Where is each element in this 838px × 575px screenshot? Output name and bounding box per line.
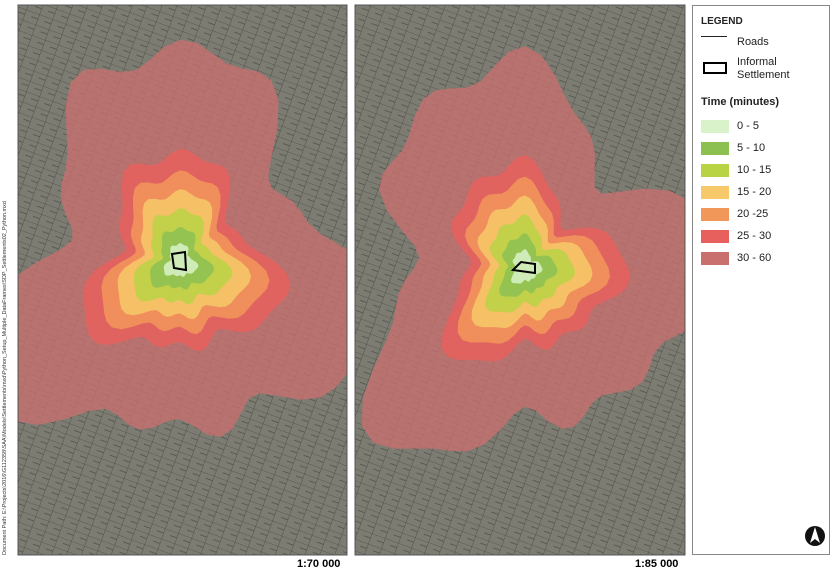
legend-swatch — [701, 252, 729, 265]
legend-roads — [701, 36, 727, 37]
legend-label: 0 - 5 — [737, 120, 760, 132]
scale-label: 1:70 000 — [297, 558, 341, 570]
legend-swatch — [701, 230, 729, 243]
informal-settlement — [170, 250, 188, 272]
map-frame — [17, 4, 348, 556]
legend-label: 5 - 10 — [737, 142, 766, 154]
legend-label: 10 - 15 — [737, 164, 772, 176]
legend-swatch — [701, 208, 729, 221]
travel-time-zone — [511, 249, 543, 284]
road-symbol — [701, 36, 727, 37]
legend-label: 20 -25 — [737, 208, 769, 220]
map-right — [355, 5, 685, 555]
legend-label: 25 - 30 — [737, 230, 772, 242]
informal-settlement — [510, 260, 536, 275]
legend-label: Informal Settlement — [737, 56, 790, 81]
scale-label: 1:85 000 — [635, 558, 679, 570]
legend-swatch — [701, 164, 729, 177]
legend-label: Roads — [737, 36, 769, 48]
legend-label: 15 - 20 — [737, 186, 772, 198]
legend-title: LEGEND — [701, 16, 743, 27]
north-arrow — [805, 526, 825, 546]
legend-settlement — [701, 62, 727, 74]
travel-time-zone — [163, 243, 199, 277]
map-frame — [354, 4, 686, 556]
map-left — [18, 5, 347, 555]
document-path: Document Path: E:\Projects\2016\G112358\… — [2, 201, 8, 555]
legend: LEGEND Roads Informal Settlement Time (m… — [692, 5, 830, 555]
settlement-symbol — [703, 62, 727, 74]
legend-subtitle: Time (minutes) — [701, 96, 780, 108]
legend-label: 30 - 60 — [737, 252, 772, 264]
legend-swatch — [701, 142, 729, 155]
legend-swatch — [701, 120, 729, 133]
legend-swatch — [701, 186, 729, 199]
